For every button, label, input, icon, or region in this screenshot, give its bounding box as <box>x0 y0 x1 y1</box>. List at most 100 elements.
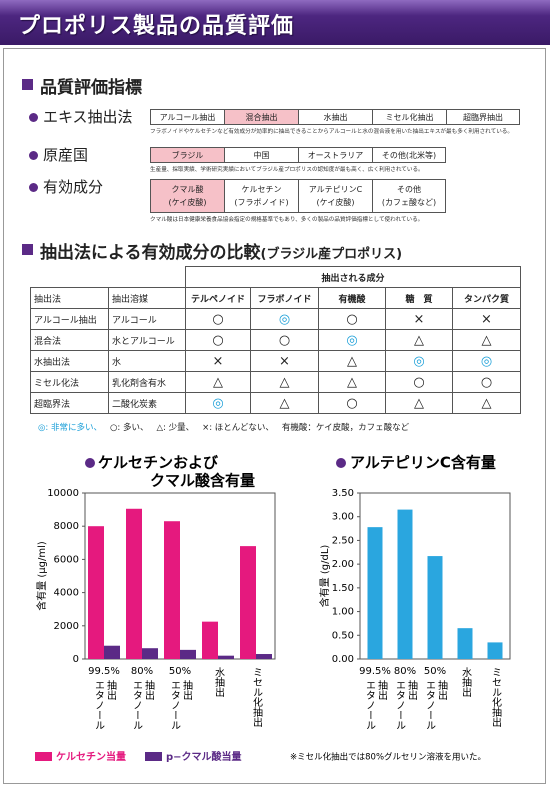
x-tick-label: 抽出 <box>105 679 117 700</box>
y-tick-label: 2.00 <box>332 559 354 570</box>
x-tick-label: エタノール <box>394 680 406 730</box>
y-tick-label: 3.00 <box>332 512 354 523</box>
legend-item: ×: ほとんどない、 <box>202 423 274 433</box>
table-cell: 超臨界法 <box>30 392 109 414</box>
y-tick-label: 3.50 <box>332 488 354 499</box>
bar <box>88 526 104 659</box>
bar <box>487 642 503 659</box>
bar <box>164 521 180 659</box>
y-tick-label: 1.00 <box>332 607 354 618</box>
bar <box>256 654 272 659</box>
option-text: ケルセチン <box>241 185 282 194</box>
option-text: クマル酸 <box>171 185 204 194</box>
symbol-cell: △ <box>451 392 522 414</box>
frame <box>3 48 546 784</box>
row-note: フラボノイドやケルセチンなど有効成分が効率的に抽出できることからアルコールと水の… <box>150 129 513 135</box>
footnote: ※ミセル化抽出では80%グルセリン溶液を用いた。 <box>290 752 486 763</box>
x-tick-label: エタノール <box>364 680 376 730</box>
bar <box>457 628 473 659</box>
x-tick-label: ミセル化抽出 <box>490 667 502 727</box>
option-text: (ケイ皮酸) <box>316 198 355 207</box>
y-tick-label: 2000 <box>54 621 79 632</box>
bullet <box>29 113 38 122</box>
table-row: 超臨界法 二酸化炭素 ◎ △ ○ △ △ <box>30 392 522 414</box>
option-box: 超臨界抽出 <box>446 109 520 125</box>
option-text: ミセル化抽出 <box>385 112 434 122</box>
y-tick-label: 1.50 <box>332 583 354 594</box>
x-tick-label: 80% <box>394 666 416 677</box>
x-tick-label: エタノール <box>424 680 436 730</box>
section-subtitle: (ブラジル産プロポリス) <box>260 247 403 262</box>
x-tick-label: 抽出 <box>436 679 448 700</box>
section-title-text: 抽出法による有効成分の比較 <box>40 243 261 263</box>
x-tick-label: 水抽出 <box>213 667 225 697</box>
x-tick-label: 抽出 <box>406 679 418 700</box>
table-row: 混合法 水とアルコール ○ ○ ◎ △ △ <box>30 329 522 351</box>
x-tick-label: 抽出 <box>181 679 193 700</box>
y-tick-label: 0 <box>73 654 79 665</box>
option-text: 水抽出 <box>323 112 348 122</box>
x-tick-label: 80% <box>131 666 153 677</box>
legend-swatch <box>145 752 162 761</box>
table-row: ミセル化法 乳化剤含有水 △ △ △ ○ ○ <box>30 371 522 393</box>
x-tick-label: 50% <box>424 666 446 677</box>
option-text: 超臨界抽出 <box>463 112 503 122</box>
x-tick-label: エタノール <box>131 680 143 730</box>
y-tick-label: 0.50 <box>332 630 354 641</box>
option-text: オーストラリア <box>307 150 364 160</box>
bar <box>427 556 443 659</box>
option-text: ブラジル <box>171 150 204 160</box>
banner: プロポリス製品の品質評価 <box>0 0 550 45</box>
bar <box>240 546 256 659</box>
option-text: アルコール抽出 <box>159 112 216 122</box>
x-tick-label: エタノール <box>93 680 105 730</box>
legend-item: ◎: 非常に多い、 <box>38 423 102 433</box>
row-label: 有効成分 <box>43 178 104 196</box>
x-tick-label: 99.5% <box>88 666 120 677</box>
legend-label: ケルセチン当量 <box>56 750 126 763</box>
legend-label: p−クマル酸当量 <box>166 750 242 763</box>
bar <box>180 649 196 659</box>
row-label: エキス抽出法 <box>43 108 133 126</box>
section-marker <box>22 79 33 90</box>
bar <box>126 508 142 659</box>
chart-title: アルテピリンC含有量 <box>350 454 496 472</box>
row-label: 原産国 <box>43 146 89 164</box>
bar <box>218 655 234 659</box>
y-tick-label: 2.50 <box>332 535 354 546</box>
option-text: アルテピリンC <box>308 185 363 194</box>
column-header: タンパク質 <box>451 287 522 309</box>
y-tick-label: 0.00 <box>332 654 354 665</box>
x-tick-label: ミセル化抽出 <box>251 667 263 727</box>
y-tick-label: 8000 <box>54 521 79 532</box>
y-tick-label: 6000 <box>54 554 79 565</box>
y-axis-label: 含有量 (g/dL) <box>318 545 331 608</box>
section-marker <box>22 244 33 255</box>
option-text: (フラボノイド) <box>234 198 289 207</box>
option-text: 中国 <box>253 150 270 160</box>
legend-item: 有機酸：ケイ皮酸，カフェ酸など <box>281 423 410 433</box>
bar <box>367 527 383 659</box>
option-text: (カフェ酸など) <box>381 198 437 207</box>
y-tick-label: 10000 <box>47 488 79 499</box>
y-tick-label: 4000 <box>54 588 79 599</box>
legend-item: ○: 多い、 <box>109 423 149 433</box>
option-box: クマル酸 (ケイ皮酸) <box>150 179 225 213</box>
option-text: その他 <box>397 185 421 194</box>
bar <box>104 645 120 659</box>
option-text: (ケイ皮酸) <box>168 198 207 207</box>
title-bullet <box>336 458 346 468</box>
bar <box>142 648 158 659</box>
bar <box>397 509 413 659</box>
x-tick-label: 99.5% <box>359 666 391 677</box>
page-title: プロポリス製品の品質評価 <box>18 14 295 39</box>
legend-swatch <box>35 752 52 761</box>
title-bullet <box>85 458 95 468</box>
y-axis-label: 含有量 (μg/ml) <box>35 541 48 611</box>
chart-title: ケルセチンおよび <box>98 454 218 472</box>
symbol-legend: ◎: 非常に多い、 ○: 多い、 △: 少量、 ×: ほとんどない、 有機酸：ケイ皮酸，… <box>38 421 417 433</box>
option-text: 混合抽出 <box>245 112 278 122</box>
row-note: 生産量、採取実績、学術研究実績においてブラジル産プロポリスの認知度が最も高く、広… <box>150 167 424 173</box>
